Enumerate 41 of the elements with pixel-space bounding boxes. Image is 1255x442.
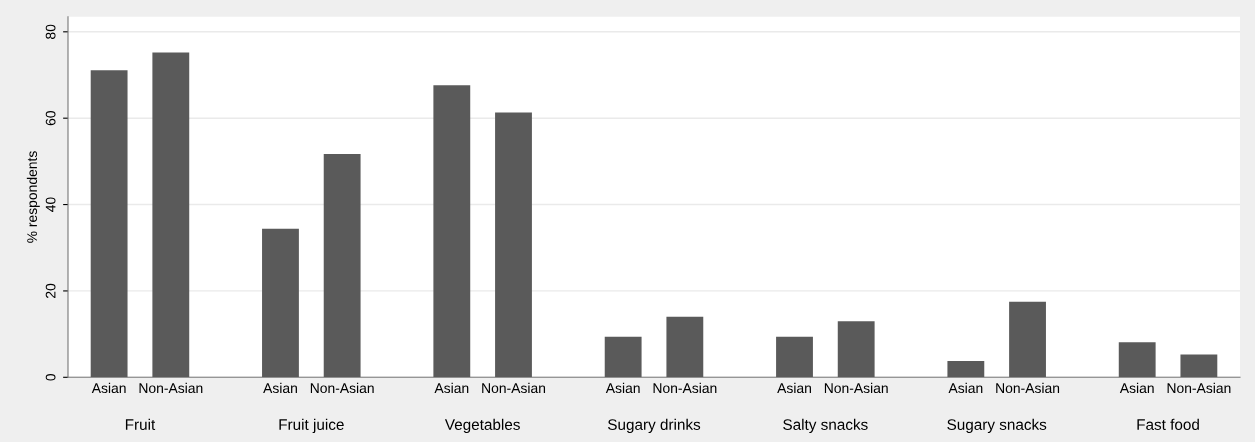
bar <box>947 360 985 378</box>
bar <box>1180 354 1218 378</box>
x-tick-label: Fruit <box>125 418 156 430</box>
x-tick-label: Vegetables <box>444 418 520 434</box>
y-tick-label: 80 <box>45 24 56 39</box>
x-tick-label: Sugary snacks <box>947 418 1047 434</box>
series-label: Asian <box>91 382 126 394</box>
series-label: Non-Asian <box>139 382 203 394</box>
text: Asian <box>605 382 640 394</box>
bar <box>433 85 471 378</box>
x-tick-label: Fast food <box>1137 418 1199 430</box>
text: Asian <box>434 382 469 394</box>
bar <box>90 70 128 378</box>
bar <box>495 112 532 378</box>
text: Non-Asian <box>653 382 717 394</box>
text: Non-Asian <box>310 382 374 394</box>
bar <box>666 316 704 378</box>
x-tick-label: Salty snacks <box>783 418 868 434</box>
y-tick-label: 0 <box>45 373 56 381</box>
y-axis-title: % respondents <box>26 151 40 243</box>
bar <box>837 321 875 378</box>
bar <box>1009 301 1046 378</box>
bar <box>604 336 642 378</box>
x-tick-label: Sugary drinks <box>607 418 701 434</box>
x-tick-label: Fruit juice <box>279 418 344 434</box>
bar <box>1118 342 1156 378</box>
text: Asian <box>777 382 811 394</box>
bar <box>152 52 190 378</box>
y-tick-label: 40 <box>45 197 56 212</box>
y-tick-label: 20 <box>45 283 56 298</box>
text: Asian <box>948 382 983 394</box>
text: Non-Asian <box>824 382 888 394</box>
text: Asian <box>263 382 297 394</box>
bar <box>323 154 361 378</box>
text: Asian <box>1119 382 1154 394</box>
bar <box>262 228 299 378</box>
y-tick-label: 60 <box>45 111 56 126</box>
text: Non-Asian <box>1167 382 1231 394</box>
text: Non-Asian <box>482 382 546 394</box>
bar <box>776 336 813 378</box>
text: Non-Asian <box>996 382 1060 394</box>
